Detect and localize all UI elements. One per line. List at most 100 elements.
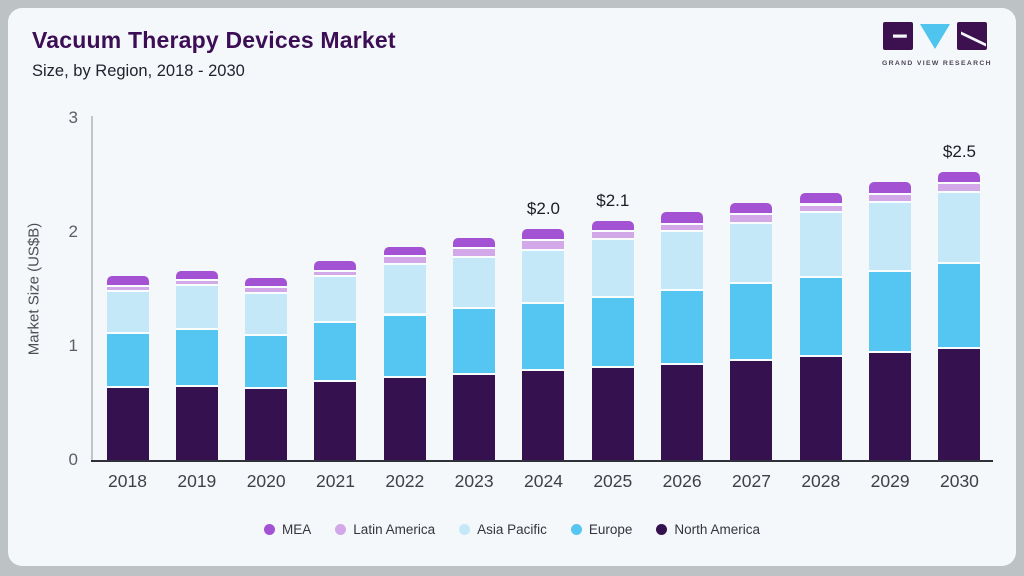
bar-2020-europe [245, 334, 288, 388]
gvr-logo-icon [883, 22, 987, 50]
x-tick-label-2022: 2022 [385, 471, 425, 491]
bar-2030-latin-america [938, 181, 981, 191]
x-tick-label-2025: 2025 [593, 471, 633, 491]
x-axis-line [91, 460, 993, 462]
bar-2022-north-america [383, 375, 426, 460]
bar-2027-north-america [730, 359, 773, 460]
bar-2021-latin-america [314, 269, 357, 276]
x-tick-label-2020: 2020 [246, 471, 286, 491]
bar-2029-europe [869, 269, 912, 352]
bar-2029-latin-america [869, 193, 912, 202]
x-tick-label-2028: 2028 [801, 471, 841, 491]
bar-2028-asia-pacific [799, 210, 842, 277]
bar-2026-mea [661, 212, 704, 223]
legend-label: Asia Pacific [477, 521, 547, 537]
bar-2020-latin-america [245, 285, 288, 293]
legend-label: North America [674, 521, 760, 537]
legend-item-latin-america: Latin America [335, 522, 435, 537]
bar-2025-asia-pacific [591, 237, 634, 297]
bar-2028-europe [799, 276, 842, 355]
y-tick-label-1: 1 [68, 336, 78, 355]
bar-2030-asia-pacific [938, 190, 981, 263]
bar-value-label-2024: $2.0 [526, 199, 561, 219]
x-tick-label-2026: 2026 [662, 471, 702, 491]
y-tick-label-0: 0 [68, 450, 78, 469]
bar-2019-latin-america [175, 279, 218, 285]
x-tick-label-2019: 2019 [177, 471, 217, 491]
bar-2021-north-america [314, 380, 357, 460]
bar-2022-asia-pacific [383, 262, 426, 314]
bar-2022-latin-america [383, 255, 426, 263]
bar-2024-mea [522, 229, 565, 240]
bar-2018-mea [106, 276, 149, 285]
legend-swatch-icon [459, 523, 471, 535]
bar-2028-north-america [799, 354, 842, 460]
x-tick-label-2027: 2027 [732, 471, 771, 491]
chart-area: Market Size (US$B) 0 1 2 3 2018 2019 2020 2021 2… [8, 8, 1016, 566]
legend-item-mea: MEA [264, 522, 311, 537]
bar-2020-north-america [245, 387, 288, 460]
page-title: Vacuum Therapy Devices Market [32, 27, 396, 53]
bar-2030-europe [938, 262, 981, 348]
bar-2024-north-america [522, 369, 565, 460]
bar-2026-asia-pacific [661, 230, 704, 289]
bar-2030-mea [938, 171, 981, 182]
bar-2023-asia-pacific [453, 255, 496, 307]
bar-2020-asia-pacific [245, 292, 288, 335]
legend-swatch-icon [335, 523, 347, 535]
bar-2021-asia-pacific [314, 275, 357, 321]
bar-2023-mea [453, 238, 496, 248]
bar-2026-latin-america [661, 222, 704, 231]
bar-2018-latin-america [106, 285, 149, 291]
legend-swatch-icon [264, 523, 276, 535]
y-axis-line [91, 116, 93, 462]
bar-2024-asia-pacific [522, 248, 565, 302]
x-tick-label-2023: 2023 [454, 471, 494, 491]
legend-label: MEA [282, 521, 312, 537]
x-tick-label-2024: 2024 [524, 471, 563, 491]
legend-item-north-america: North America [656, 522, 760, 537]
logo-text: GRAND VIEW RESEARCH [882, 60, 992, 67]
y-tick-label-2: 2 [68, 222, 78, 241]
legend-swatch-icon [570, 523, 582, 535]
bar-value-label-2025: $2.1 [596, 191, 630, 211]
bar-2028-latin-america [799, 203, 842, 211]
legend-item-europe: Europe [570, 522, 632, 537]
chart-legend: MEA Latin America Asia Pacific Europe North … [8, 516, 1016, 542]
bar-2028-mea [799, 193, 842, 204]
y-tick-label-3: 3 [68, 108, 78, 127]
bar-2027-asia-pacific [730, 221, 773, 283]
bar-2025-mea [591, 221, 634, 230]
bar-2025-europe [591, 296, 634, 366]
bar-2030-north-america [938, 347, 981, 460]
bar-2026-europe [661, 289, 704, 363]
bar-2024-latin-america [522, 239, 565, 249]
bar-2029-mea [869, 182, 912, 194]
bar-2022-europe [383, 313, 426, 376]
bar-2018-asia-pacific [106, 290, 149, 333]
bar-2025-latin-america [591, 229, 634, 238]
chart-card: Vacuum Therapy Devices Market Size, by R… [8, 8, 1016, 566]
bar-value-label-2030: $2.5 [942, 141, 976, 161]
bar-2019-north-america [175, 384, 218, 460]
bar-2019-europe [175, 327, 218, 385]
bar-2023-latin-america [453, 247, 496, 256]
bar-2025-north-america [591, 365, 634, 460]
bar-2019-mea [175, 270, 218, 280]
bar-2029-asia-pacific [869, 201, 912, 270]
legend-swatch-icon [656, 523, 668, 535]
x-tick-label-2030: 2030 [939, 471, 979, 491]
bar-2018-europe [106, 332, 149, 386]
page-subtitle: Size, by Region, 2018 - 2030 [32, 62, 245, 80]
bar-2023-europe [453, 306, 496, 373]
legend-label: Latin America [353, 521, 436, 537]
bar-2024-europe [522, 301, 565, 370]
bar-2021-europe [314, 320, 357, 381]
bar-2022-mea [383, 246, 426, 256]
bar-2020-mea [245, 277, 288, 286]
bar-2027-europe [730, 282, 773, 360]
bar-2021-mea [314, 260, 357, 270]
bar-2027-latin-america [730, 213, 773, 222]
x-tick-label-2018: 2018 [108, 471, 147, 491]
x-tick-label-2029: 2029 [870, 471, 910, 491]
